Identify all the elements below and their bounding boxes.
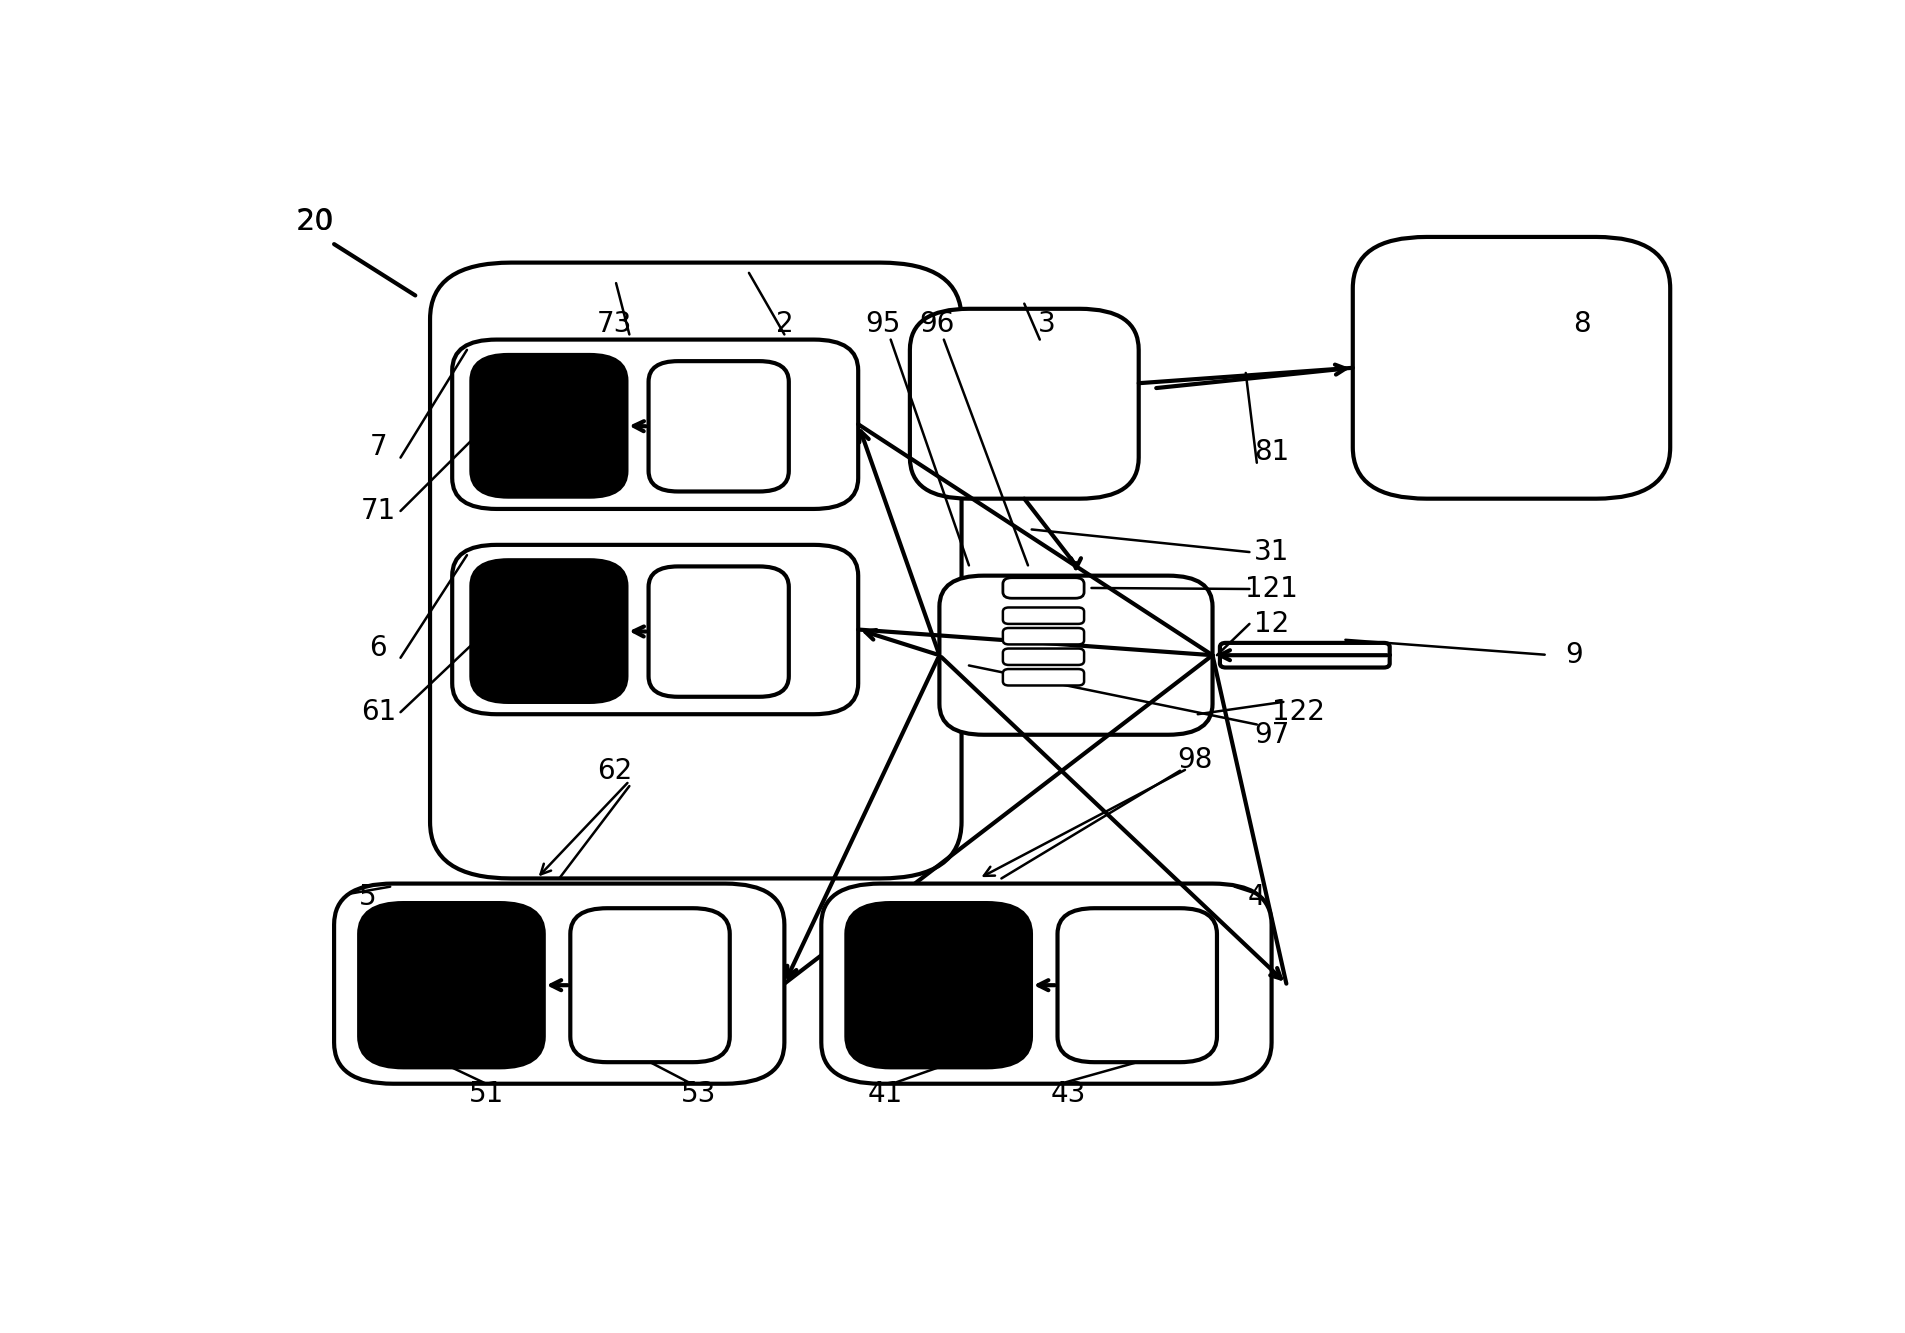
Text: 97: 97: [1253, 721, 1290, 749]
Text: 61: 61: [360, 698, 396, 726]
FancyBboxPatch shape: [648, 361, 789, 492]
FancyBboxPatch shape: [451, 340, 859, 509]
FancyBboxPatch shape: [360, 902, 543, 1068]
Text: 6: 6: [370, 633, 387, 661]
FancyBboxPatch shape: [1002, 577, 1084, 599]
Text: 98: 98: [1177, 746, 1212, 774]
Text: 121: 121: [1246, 575, 1297, 603]
Text: 96: 96: [918, 311, 954, 339]
FancyBboxPatch shape: [471, 560, 627, 702]
Text: 12: 12: [1253, 611, 1290, 639]
FancyBboxPatch shape: [846, 902, 1031, 1068]
FancyBboxPatch shape: [939, 576, 1212, 734]
FancyBboxPatch shape: [471, 355, 627, 497]
Text: 4: 4: [1248, 882, 1265, 910]
FancyBboxPatch shape: [1002, 628, 1084, 644]
Text: 43: 43: [1050, 1080, 1086, 1108]
Text: 20: 20: [295, 207, 333, 236]
Text: 71: 71: [360, 497, 396, 525]
Text: 81: 81: [1253, 439, 1290, 467]
FancyBboxPatch shape: [1002, 669, 1084, 685]
FancyBboxPatch shape: [648, 567, 789, 697]
Text: 95: 95: [865, 311, 901, 339]
FancyBboxPatch shape: [1002, 608, 1084, 624]
Text: 8: 8: [1574, 311, 1591, 339]
FancyBboxPatch shape: [451, 545, 859, 714]
Text: 20: 20: [297, 208, 333, 236]
FancyBboxPatch shape: [1219, 643, 1389, 668]
FancyBboxPatch shape: [1002, 649, 1084, 665]
Text: 9: 9: [1566, 641, 1583, 669]
Text: 122: 122: [1273, 698, 1324, 726]
FancyBboxPatch shape: [821, 884, 1271, 1084]
Text: 2: 2: [775, 311, 792, 339]
Text: 73: 73: [596, 311, 632, 339]
FancyBboxPatch shape: [1353, 237, 1671, 499]
FancyBboxPatch shape: [431, 263, 962, 878]
Text: 3: 3: [1038, 311, 1055, 339]
Text: 53: 53: [682, 1080, 716, 1108]
Text: 41: 41: [867, 1080, 903, 1108]
Text: 51: 51: [469, 1080, 503, 1108]
FancyBboxPatch shape: [570, 908, 730, 1062]
Text: 62: 62: [596, 757, 632, 785]
FancyBboxPatch shape: [333, 884, 785, 1084]
FancyBboxPatch shape: [911, 309, 1139, 499]
FancyBboxPatch shape: [1057, 908, 1217, 1062]
Text: 7: 7: [370, 433, 387, 461]
Text: 31: 31: [1253, 539, 1290, 567]
Text: 5: 5: [360, 882, 377, 910]
